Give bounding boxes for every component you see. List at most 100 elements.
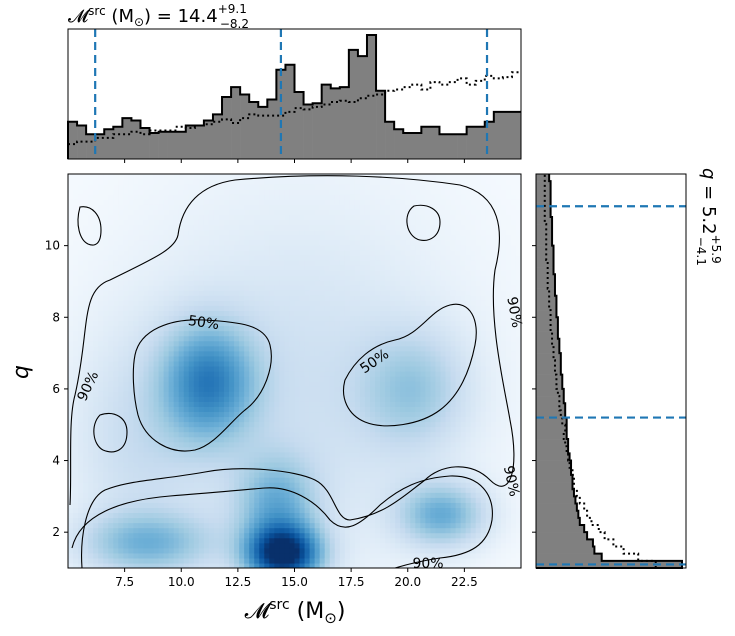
heatmap-cell [274,456,280,463]
heatmap-cell [314,295,321,301]
heatmap-cell [344,406,351,413]
heatmap-cell [148,436,155,443]
heatmap-cell [370,456,376,463]
heatmap-cell [249,416,255,423]
heatmap-cell [269,179,275,185]
heatmap-cell [269,472,275,478]
heatmap-cell [234,234,240,241]
heatmap-cell [269,411,275,418]
heatmap-cell [249,310,255,317]
heatmap-cell [73,355,79,362]
heatmap-cell [219,335,225,342]
heatmap-cell [213,522,220,529]
heatmap-cell [334,330,341,337]
heatmap-cell [239,482,245,488]
heatmap-cell [173,234,180,241]
heatmap-cell [128,204,135,210]
heatmap-cell [108,527,114,534]
heatmap-cell [324,305,331,311]
heatmap-cell [158,537,165,544]
heatmap-cell [88,451,94,458]
heatmap-cell [118,401,124,407]
heatmap-cell [178,300,185,306]
heatmap-cell [380,492,386,498]
heatmap-cell [138,416,145,423]
heatmap-cell [83,401,89,407]
heatmap-cell [309,456,316,463]
heatmap-cell [375,562,381,568]
heatmap-cell [284,179,291,185]
heatmap-cell [93,189,99,195]
heatmap-cell [359,209,366,216]
heatmap-cell [370,441,376,448]
heatmap-cell [203,300,210,306]
heatmap-cell [113,376,119,382]
heatmap-cell [208,204,215,210]
heatmap-cell [113,386,119,392]
heatmap-cell [344,436,351,443]
heatmap-cell [339,204,346,210]
heatmap-cell [244,300,250,306]
heatmap-cell [88,542,94,549]
heatmap-cell [113,224,119,231]
heatmap-cell [299,451,306,458]
heatmap-cell [284,406,291,413]
heatmap-cell [364,396,371,402]
heatmap-cell [68,199,74,205]
heatmap-cell [319,330,326,337]
heatmap-cell [319,269,326,276]
heatmap-cell [138,401,145,407]
heatmap-cell [188,290,195,296]
heatmap-cell [178,401,185,407]
heatmap-cell [239,360,245,367]
heatmap-cell [123,249,129,256]
heatmap-cell [178,451,185,458]
heatmap-cell [299,229,306,236]
heatmap-cell [73,184,79,190]
heatmap-cell [349,340,356,347]
heatmap-cell [264,194,270,200]
heatmap-cell [133,542,140,549]
heatmap-cell [324,285,331,291]
heatmap-cell [203,184,210,190]
heatmap-cell [168,472,175,478]
heatmap-cell [380,451,386,458]
heatmap-cell [188,224,195,231]
heatmap-cell [339,502,346,508]
heatmap-cell [168,345,175,352]
heatmap-cell [88,199,94,205]
heatmap-cell [213,406,220,413]
heatmap-cell [329,507,336,514]
heatmap-cell [309,431,316,438]
heatmap-cell [359,552,366,559]
heatmap-cell [339,320,346,327]
heatmap-cell [128,562,135,568]
top-hist-bar [303,104,313,159]
heatmap-cell [198,562,205,568]
heatmap-cell [173,461,180,468]
heatmap-cell [193,254,200,261]
heatmap-cell [294,315,301,322]
heatmap-cell [183,381,190,387]
heatmap-cell [148,204,155,210]
heatmap-cell [269,552,275,559]
heatmap-cell [329,350,336,357]
heatmap-cell [304,350,311,357]
heatmap-cell [349,275,356,281]
heatmap-cell [163,244,170,251]
heatmap-cell [98,416,104,423]
heatmap-cell [354,436,361,443]
heatmap-cell [93,184,99,190]
heatmap-cell [163,426,170,433]
heatmap-cell [88,532,94,539]
heatmap-cell [143,219,150,226]
heatmap-cell [178,557,185,564]
heatmap-cell [148,184,155,190]
heatmap-cell [304,547,311,554]
heatmap-cell [138,340,145,347]
heatmap-cell [88,179,94,185]
heatmap-cell [153,355,160,362]
heatmap-cell [103,482,109,488]
heatmap-cell [334,285,341,291]
heatmap-cell [319,391,326,397]
